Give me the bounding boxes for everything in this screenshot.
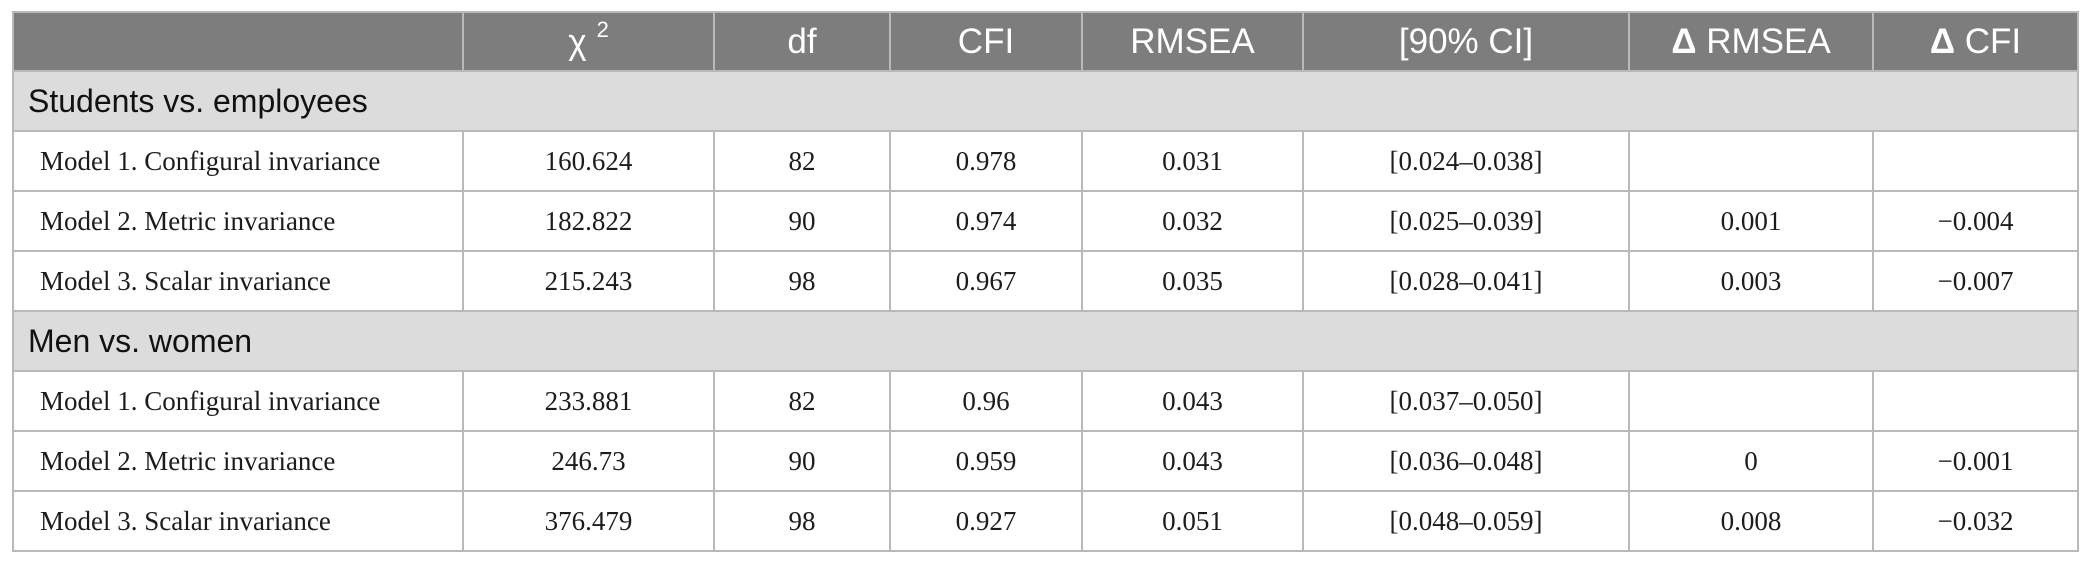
- model-name: Model 1. Configural invariance: [12, 130, 464, 192]
- model-name: Model 2. Metric invariance: [12, 190, 464, 252]
- table-row: Model 2. Metric invariance 182.822 90 0.…: [12, 190, 2079, 252]
- delta-cfi-value: −0.032: [1872, 490, 2079, 552]
- chi2-value: 233.881: [462, 370, 715, 432]
- table-row: Model 1. Configural invariance 233.881 8…: [12, 370, 2079, 432]
- cfi-value: 0.967: [889, 250, 1083, 312]
- group-title: Men vs. women: [12, 310, 2079, 372]
- group-row: Men vs. women: [12, 310, 2079, 372]
- header-chi-superscript: 2: [596, 16, 609, 42]
- ci-value: [0.024–0.038]: [1302, 130, 1630, 192]
- cfi-value: 0.974: [889, 190, 1083, 252]
- rmsea-value: 0.032: [1081, 190, 1304, 252]
- delta-cfi-value: [1872, 130, 2079, 192]
- model-name: Model 1. Configural invariance: [12, 370, 464, 432]
- cfi-value: 0.978: [889, 130, 1083, 192]
- cfi-value: 0.927: [889, 490, 1083, 552]
- chi2-value: 160.624: [462, 130, 715, 192]
- header-rmsea: RMSEA: [1081, 11, 1304, 72]
- header-df: df: [713, 11, 891, 72]
- chi2-value: 246.73: [462, 430, 715, 492]
- delta-cfi-value: −0.001: [1872, 430, 2079, 492]
- model-name: Model 3. Scalar invariance: [12, 250, 464, 312]
- header-cfi: CFI: [889, 11, 1083, 72]
- header-ci: [90% CI]: [1302, 11, 1630, 72]
- delta-cfi-value: [1872, 370, 2079, 432]
- rmsea-value: 0.031: [1081, 130, 1304, 192]
- table-row: Model 3. Scalar invariance 376.479 98 0.…: [12, 490, 2079, 552]
- group-title: Students vs. employees: [12, 70, 2079, 132]
- chi2-value: 182.822: [462, 190, 715, 252]
- delta-rmsea-value: [1628, 130, 1874, 192]
- ci-value: [0.048–0.059]: [1302, 490, 1630, 552]
- header-delta-cfi-text: CFI: [1955, 21, 2022, 61]
- ci-value: [0.037–0.050]: [1302, 370, 1630, 432]
- df-value: 98: [713, 250, 891, 312]
- ci-value: [0.025–0.039]: [1302, 190, 1630, 252]
- df-value: 82: [713, 130, 891, 192]
- delta-rmsea-value: 0.003: [1628, 250, 1874, 312]
- header-chi-symbol: χ: [568, 22, 587, 62]
- delta-rmsea-value: [1628, 370, 1874, 432]
- header-model: [12, 11, 464, 72]
- cfi-value: 0.959: [889, 430, 1083, 492]
- table-row: Model 1. Configural invariance 160.624 8…: [12, 130, 2079, 192]
- df-value: 98: [713, 490, 891, 552]
- chi2-value: 215.243: [462, 250, 715, 312]
- ci-value: [0.028–0.041]: [1302, 250, 1630, 312]
- delta-symbol: Δ: [1671, 21, 1697, 61]
- table-row: Model 3. Scalar invariance 215.243 98 0.…: [12, 250, 2079, 312]
- delta-cfi-value: −0.004: [1872, 190, 2079, 252]
- ci-value: [0.036–0.048]: [1302, 430, 1630, 492]
- df-value: 82: [713, 370, 891, 432]
- chi2-value: 376.479: [462, 490, 715, 552]
- header-delta-cfi: Δ CFI: [1872, 11, 2079, 72]
- group-row: Students vs. employees: [12, 70, 2079, 132]
- delta-rmsea-value: 0: [1628, 430, 1874, 492]
- delta-rmsea-value: 0.001: [1628, 190, 1874, 252]
- delta-symbol: Δ: [1929, 21, 1956, 61]
- cfi-value: 0.96: [889, 370, 1083, 432]
- delta-rmsea-value: 0.008: [1628, 490, 1874, 552]
- df-value: 90: [713, 190, 891, 252]
- df-value: 90: [713, 430, 891, 492]
- table-row: Model 2. Metric invariance 246.73 90 0.9…: [12, 430, 2079, 492]
- rmsea-value: 0.043: [1081, 430, 1304, 492]
- rmsea-value: 0.043: [1081, 370, 1304, 432]
- delta-cfi-value: −0.007: [1872, 250, 2079, 312]
- rmsea-value: 0.051: [1081, 490, 1304, 552]
- model-name: Model 3. Scalar invariance: [12, 490, 464, 552]
- model-name: Model 2. Metric invariance: [12, 430, 464, 492]
- header-delta-rmsea-text: RMSEA: [1696, 21, 1831, 61]
- rmsea-value: 0.035: [1081, 250, 1304, 312]
- header-delta-rmsea: Δ RMSEA: [1628, 11, 1874, 72]
